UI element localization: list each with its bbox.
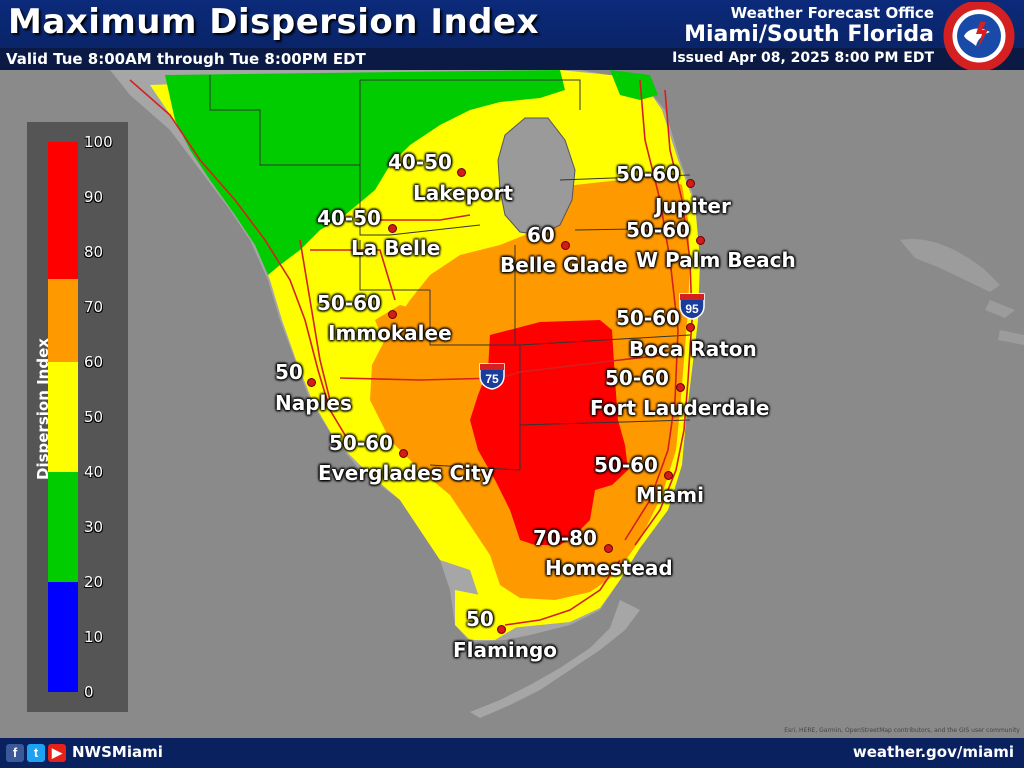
city-value-lakeport: 40-50: [388, 150, 452, 174]
city-marker-belle-glade: [561, 241, 570, 250]
header: Maximum Dispersion Index Valid Tue 8:00A…: [0, 0, 1024, 70]
legend-tick: 50: [84, 408, 104, 426]
interstate-95-shield: 95: [679, 293, 705, 320]
twitter-icon[interactable]: t: [27, 744, 45, 762]
social-links: f t ▶: [6, 744, 66, 762]
city-value-w-palm-beach: 50-60: [626, 218, 690, 242]
city-value-boca-raton: 50-60: [616, 306, 680, 330]
legend-band-80-100: [48, 142, 78, 279]
legend-tick: 80: [84, 243, 104, 261]
social-handle[interactable]: NWSMiami: [72, 743, 163, 761]
city-value-miami: 50-60: [594, 453, 658, 477]
lake-okeechobee: [497, 117, 576, 236]
interstate-75-shield: 75: [479, 363, 505, 390]
city-marker-fort-lauderdale: [676, 383, 685, 392]
city-value-flamingo: 50: [466, 607, 494, 631]
county-lines: [209, 75, 691, 471]
legend-band-0-20: [48, 582, 78, 692]
bahamas-land: [900, 239, 1000, 292]
legend-band-40-60: [48, 362, 78, 472]
city-name-miami: Miami: [636, 483, 704, 507]
city-marker-miami: [664, 471, 673, 480]
legend-tick: 100: [84, 133, 113, 151]
legend-tick: 0: [84, 683, 94, 701]
city-marker-jupiter: [686, 179, 695, 188]
city-value-naples: 50: [275, 360, 303, 384]
road-network: [129, 79, 693, 626]
legend-tick: 10: [84, 628, 104, 646]
city-name-boca-raton: Boca Raton: [629, 337, 757, 361]
city-marker-flamingo: [497, 625, 506, 634]
florida-keys: [470, 600, 640, 718]
youtube-icon[interactable]: ▶: [48, 744, 66, 762]
city-name-lakeport: Lakeport: [413, 181, 514, 205]
city-marker-homestead: [604, 544, 613, 553]
legend-band-60-80: [48, 279, 78, 362]
city-name-everglades-city: Everglades City: [318, 461, 494, 485]
zone-red: [470, 320, 628, 545]
interstate-75-label: 75: [485, 372, 499, 386]
nws-logo-icon: [943, 2, 1015, 70]
legend-tick: 70: [84, 298, 104, 316]
city-marker-immokalee: [388, 310, 397, 319]
city-marker-lakeport: [457, 168, 466, 177]
legend-tick: 40: [84, 463, 104, 481]
office-label: Weather Forecast Office: [730, 4, 934, 22]
zone-green: [165, 70, 565, 275]
city-marker-la-belle: [388, 224, 397, 233]
city-name-fort-lauderdale: Fort Lauderdale: [590, 396, 770, 420]
city-name-jupiter: Jupiter: [655, 194, 731, 218]
city-value-la-belle: 40-50: [317, 206, 381, 230]
legend-tick: 90: [84, 188, 104, 206]
city-marker-w-palm-beach: [696, 236, 705, 245]
valid-time: Valid Tue 8:00AM through Tue 8:00PM EDT: [6, 50, 366, 68]
city-marker-boca-raton: [686, 323, 695, 332]
city-value-jupiter: 50-60: [616, 162, 680, 186]
legend-tick: 60: [84, 353, 104, 371]
page-title: Maximum Dispersion Index: [8, 2, 540, 42]
footer: f t ▶ NWSMiami weather.gov/miami: [0, 738, 1024, 768]
issued-time: Issued Apr 08, 2025 8:00 PM EDT: [672, 50, 934, 66]
city-marker-everglades-city: [399, 449, 408, 458]
city-name-homestead: Homestead: [545, 556, 673, 580]
valid-bar: [0, 48, 1024, 70]
facebook-icon[interactable]: f: [6, 744, 24, 762]
office-name: Miami/South Florida: [684, 22, 934, 47]
city-value-immokalee: 50-60: [317, 291, 381, 315]
legend-tick: 30: [84, 518, 104, 536]
city-name-immokalee: Immokalee: [328, 321, 452, 345]
legend-tick: 20: [84, 573, 104, 591]
city-value-belle-glade: 60: [527, 223, 555, 247]
city-value-homestead: 70-80: [533, 526, 597, 550]
city-name-belle-glade: Belle Glade: [500, 253, 628, 277]
legend-band-20-40: [48, 472, 78, 582]
legend-color-bar: [48, 142, 78, 692]
city-marker-naples: [307, 378, 316, 387]
city-name-naples: Naples: [275, 391, 352, 415]
city-name-w-palm-beach: W Palm Beach: [636, 248, 796, 272]
city-value-fort-lauderdale: 50-60: [605, 366, 669, 390]
website-link[interactable]: weather.gov/miami: [852, 743, 1014, 761]
interstate-95-label: 95: [685, 302, 699, 316]
map-attribution: Esri, HERE, Garmin, OpenStreetMap contri…: [784, 727, 1020, 734]
city-name-la-belle: La Belle: [351, 236, 441, 260]
city-value-everglades-city: 50-60: [329, 431, 393, 455]
city-name-flamingo: Flamingo: [453, 638, 558, 662]
